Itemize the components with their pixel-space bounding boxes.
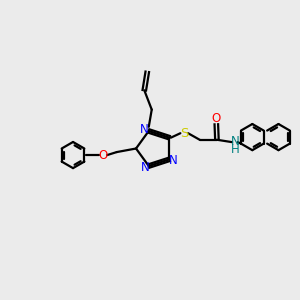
Text: N: N: [169, 154, 177, 167]
Text: O: O: [99, 148, 108, 162]
Text: N: N: [141, 161, 150, 174]
Text: N: N: [230, 135, 239, 148]
Text: S: S: [180, 127, 188, 140]
Text: H: H: [230, 143, 239, 156]
Text: O: O: [212, 112, 221, 125]
Text: N: N: [140, 123, 149, 136]
